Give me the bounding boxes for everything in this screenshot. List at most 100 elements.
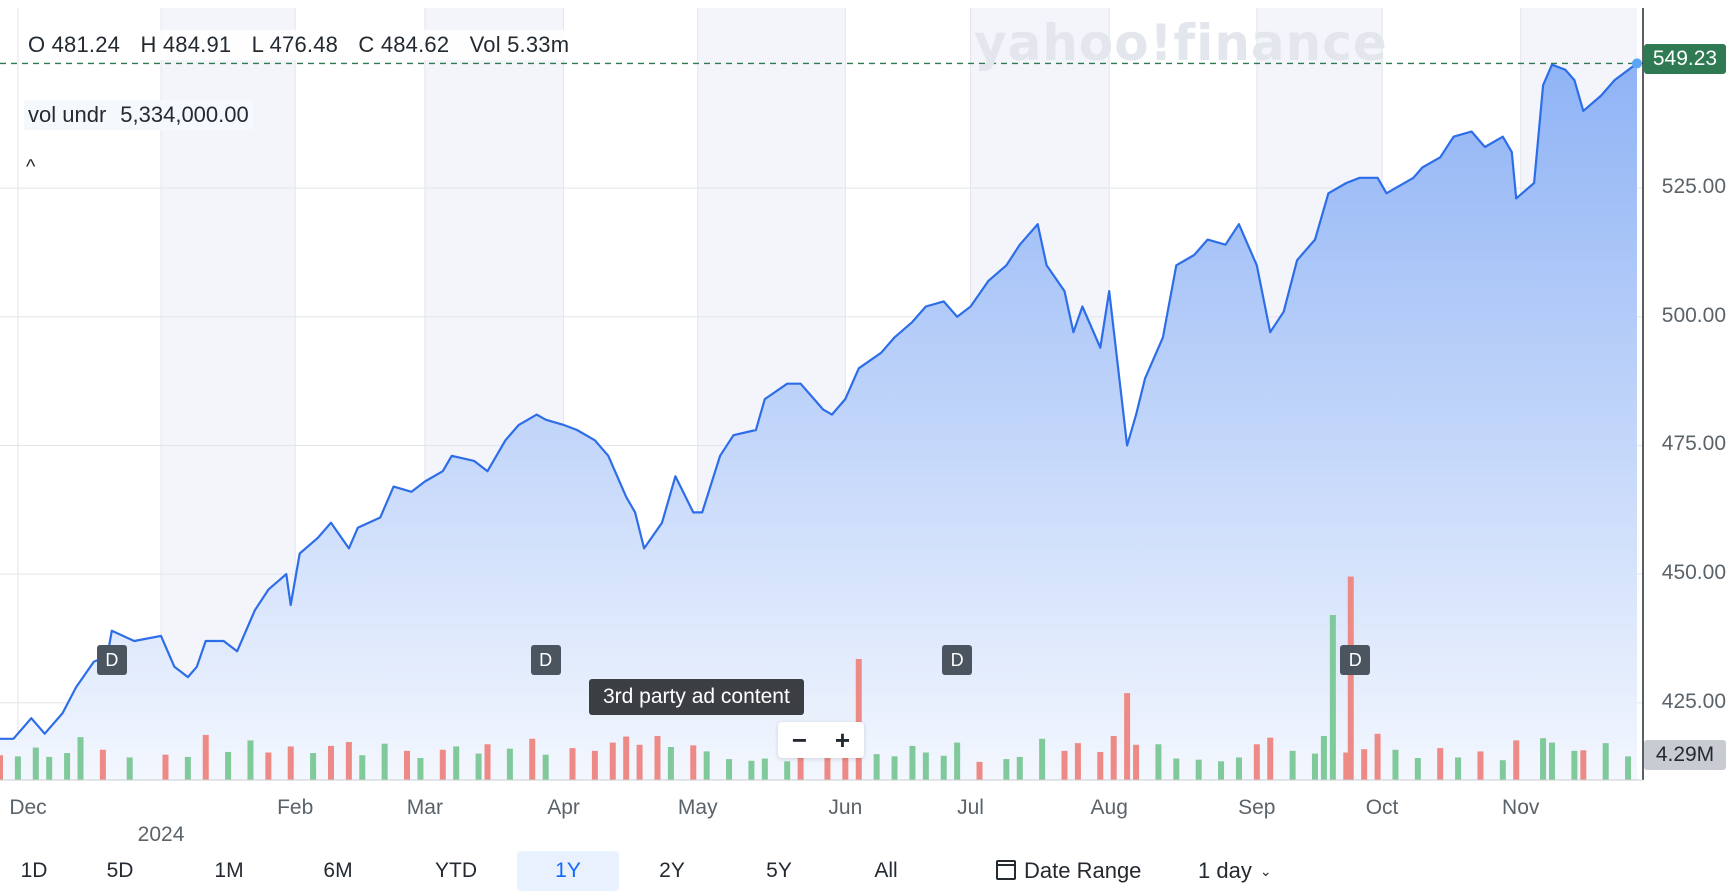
volume-bar xyxy=(954,742,961,780)
volume-bar xyxy=(225,751,232,780)
volume-bar xyxy=(1347,576,1354,780)
volume-bar xyxy=(623,736,630,780)
dividend-marker[interactable]: D xyxy=(96,645,127,675)
zoom-out-button[interactable]: − xyxy=(791,725,808,755)
volume-bar xyxy=(265,752,272,780)
volume-bar xyxy=(417,758,424,780)
zoom-control: − + xyxy=(778,722,864,758)
volume-bar xyxy=(1513,740,1520,780)
volume-bar xyxy=(667,747,674,780)
volume-bar xyxy=(310,753,317,780)
dividend-marker[interactable]: D xyxy=(1340,645,1371,675)
volume-bar xyxy=(726,759,733,780)
volume-bar xyxy=(359,755,366,780)
volume-bar xyxy=(184,756,191,780)
x-tick-label: Nov xyxy=(1502,796,1540,819)
volume-bar xyxy=(1003,759,1010,780)
volume-bar xyxy=(1392,749,1399,780)
volume-bar xyxy=(1540,738,1547,780)
interval-select[interactable]: 1 day ⌄ xyxy=(1198,851,1272,891)
volume-bar xyxy=(1124,693,1131,780)
volume-bar xyxy=(1361,749,1368,780)
volume-bar xyxy=(748,760,755,780)
volume-bar xyxy=(1061,750,1068,780)
volume-bar xyxy=(1374,733,1381,780)
x-tick-label: Oct xyxy=(1365,796,1399,819)
x-tick-label: Aug xyxy=(1090,796,1128,819)
zoom-in-button[interactable]: + xyxy=(834,725,851,755)
chevron-down-icon: ⌄ xyxy=(1259,863,1272,879)
date-range-label: Date Range xyxy=(1024,858,1142,883)
volume-bar xyxy=(1329,615,1336,780)
volume-bar xyxy=(1097,751,1104,780)
x-tick-label: Jul xyxy=(957,796,984,819)
volume-bar xyxy=(1311,753,1318,780)
y-tick-label: 450.00 xyxy=(1661,561,1726,585)
volume-bar xyxy=(1320,736,1327,780)
volume-bar xyxy=(690,745,697,780)
x-tick-label: Sep xyxy=(1238,796,1276,819)
x-tick-label: Dec xyxy=(9,796,47,819)
price-chart[interactable] xyxy=(0,0,1736,850)
volume-bar xyxy=(1455,757,1462,780)
volume-bar xyxy=(891,756,898,780)
calendar-icon xyxy=(996,860,1016,880)
current-volume-tag: 4.29M xyxy=(1644,740,1726,770)
tab-1m[interactable]: 1M xyxy=(214,859,244,882)
volume-bar xyxy=(784,761,791,780)
tab-5y[interactable]: 5Y xyxy=(766,859,792,882)
volume-bar xyxy=(654,736,661,780)
volume-underlay-value: 5,334,000.00 xyxy=(120,102,249,127)
collapse-chevron-icon[interactable]: ^ xyxy=(26,156,36,178)
volume-bar xyxy=(922,752,929,780)
x-tick-label: Jun xyxy=(828,796,863,819)
volume-bar xyxy=(542,754,549,780)
volume-bar xyxy=(381,743,388,780)
tab-1d[interactable]: 1D xyxy=(20,859,48,882)
volume-bar xyxy=(976,761,983,780)
volume-bar xyxy=(1289,750,1296,780)
dividend-marker[interactable]: D xyxy=(942,645,973,675)
tab-6m[interactable]: 6M xyxy=(323,859,353,882)
volume-bar xyxy=(1074,743,1081,780)
volume-bar xyxy=(1173,758,1180,780)
tab-5d[interactable]: 5D xyxy=(106,859,134,882)
volume-bar xyxy=(46,756,53,780)
dividend-marker[interactable]: D xyxy=(530,645,561,675)
volume-bar xyxy=(1602,743,1609,780)
volume-bar xyxy=(1267,737,1274,780)
volume-bar xyxy=(162,754,169,780)
volume-bar xyxy=(1133,744,1140,780)
volume-bar xyxy=(14,756,21,780)
volume-bar xyxy=(506,748,513,780)
tab-2y[interactable]: 2Y xyxy=(659,859,685,882)
price-line xyxy=(0,62,1638,740)
volume-bar xyxy=(345,742,352,780)
x-tick-label: Apr xyxy=(547,796,580,819)
tab-ytd[interactable]: YTD xyxy=(435,859,477,882)
ad-content-tooltip: 3rd party ad content xyxy=(589,679,804,715)
date-range-button[interactable]: Date Range xyxy=(996,851,1141,891)
tab-1y[interactable]: 1Y xyxy=(517,851,619,891)
volume-bar xyxy=(202,734,209,780)
tab-all[interactable]: All xyxy=(874,859,898,882)
volume-bar xyxy=(797,756,804,780)
volume-bar xyxy=(484,744,491,780)
last-price-dot xyxy=(1632,58,1642,69)
volume-bar xyxy=(453,746,460,780)
y-tick-label: 425.00 xyxy=(1661,689,1726,713)
volume-bar xyxy=(1253,744,1260,780)
volume-bar xyxy=(855,659,862,780)
x-year-label: 2024 xyxy=(137,823,185,846)
volume-bar xyxy=(1110,736,1117,780)
time-range-tabs: 1D 5D 1M 6M YTD 1Y 2Y 5Y All xyxy=(0,851,1736,891)
volume-bar xyxy=(909,745,916,780)
volume-bar xyxy=(1155,744,1162,780)
volume-bar xyxy=(1343,752,1350,780)
volume-bar xyxy=(569,748,576,780)
volume-bar xyxy=(1016,756,1023,780)
volume-bar xyxy=(1580,750,1587,780)
x-tick-label: May xyxy=(677,796,718,819)
y-tick-label: 500.00 xyxy=(1661,303,1726,327)
volume-bar xyxy=(1235,757,1242,780)
